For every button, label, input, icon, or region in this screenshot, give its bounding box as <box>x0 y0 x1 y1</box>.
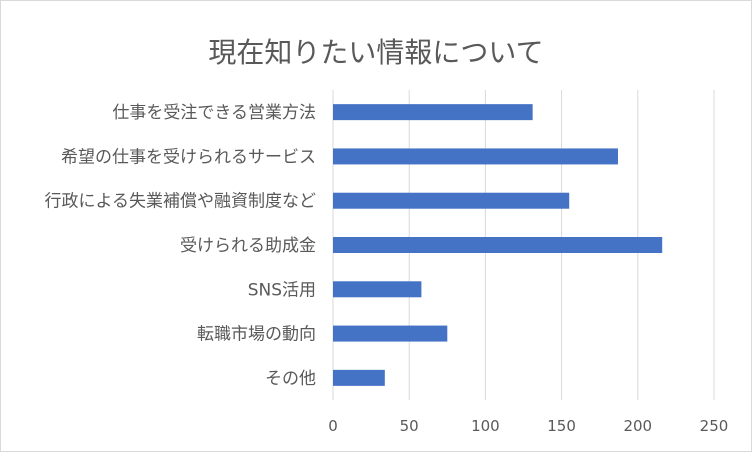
chart-title: 現在知りたい情報について <box>208 36 544 69</box>
bar-2 <box>333 192 570 209</box>
bars <box>333 104 663 386</box>
bar-5 <box>333 325 448 342</box>
x-tick-label-3: 150 <box>547 417 576 435</box>
category-label-5: 転職市場の動向 <box>197 325 316 345</box>
x-tick-label-2: 100 <box>471 417 500 435</box>
category-label-4: SNS活用 <box>248 280 316 300</box>
x-tick-label-4: 200 <box>623 417 652 435</box>
category-label-6: その他 <box>265 369 316 389</box>
category-labels: 仕事を受注できる営業方法希望の仕事を受けられるサービス行政による失業補償や融資制… <box>45 103 317 389</box>
x-tick-label-1: 50 <box>400 417 419 435</box>
x-tick-label-0: 0 <box>328 417 338 435</box>
category-label-1: 希望の仕事を受けられるサービス <box>61 147 316 167</box>
category-label-0: 仕事を受注できる営業方法 <box>112 103 316 123</box>
bar-1 <box>333 148 618 165</box>
x-tick-labels: 0 50 100 150 200 250 <box>328 417 728 435</box>
category-label-2: 行政による失業補償や融資制度など <box>45 192 317 212</box>
category-label-3: 受けられる助成金 <box>180 236 316 256</box>
bar-0 <box>333 104 533 121</box>
x-tick-label-5: 250 <box>700 417 729 435</box>
bar-6 <box>333 369 385 386</box>
bar-4 <box>333 281 422 298</box>
bar-3 <box>333 237 663 253</box>
